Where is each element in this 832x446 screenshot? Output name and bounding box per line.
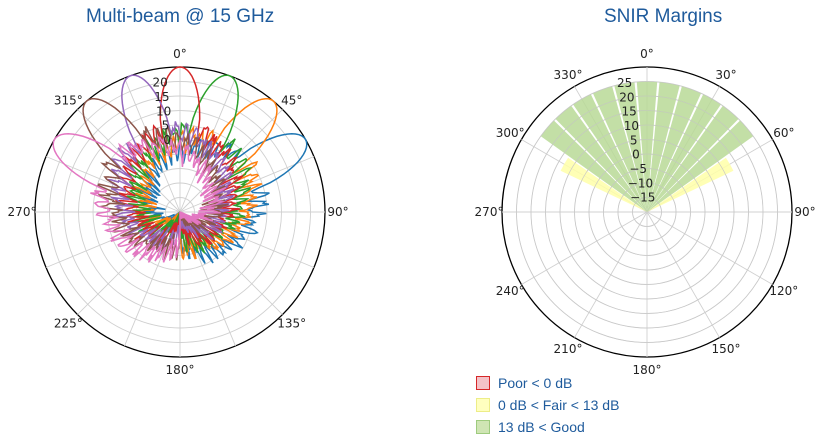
snir-overlay-ring xyxy=(617,182,677,242)
snir-band-5 xyxy=(647,82,680,212)
snir-angle-label: 180° xyxy=(633,363,662,377)
legend-swatch-good xyxy=(476,420,490,434)
multibeam-radial-label: 10 xyxy=(156,104,171,118)
snir-overlay-ring xyxy=(588,153,706,271)
snir-band-3 xyxy=(647,94,721,212)
snir-angle-label: 270° xyxy=(475,205,504,219)
multibeam-angle-label: 45° xyxy=(281,93,302,107)
snir-radial-label: −5 xyxy=(629,162,647,176)
beam-series-6 xyxy=(52,133,227,263)
snir-legend: Poor < 0 dB 0 dB < Fair < 13 dB 13 dB < … xyxy=(476,372,619,438)
snir-band-7 xyxy=(614,82,647,212)
snir-band-11 xyxy=(540,120,647,212)
snir-radial-label: 25 xyxy=(617,76,632,90)
snir-band-4 xyxy=(647,86,702,212)
snir-radial-label: 15 xyxy=(621,105,636,119)
snir-band-9 xyxy=(573,94,647,212)
multibeam-radial-label: 0 xyxy=(163,133,171,147)
snir-overlay-ring xyxy=(603,168,691,256)
snir-radial-label: 20 xyxy=(619,90,634,104)
legend-label-fair: 0 dB < Fair < 13 dB xyxy=(498,397,620,413)
snir-radial-label: −15 xyxy=(630,191,655,205)
snir-radial-label: 0 xyxy=(632,148,640,162)
snir-angle-label: 330° xyxy=(554,68,583,82)
snir-overlay-ring xyxy=(559,124,735,300)
snir-angle-label: 210° xyxy=(554,342,583,356)
snir-angle-label: 0° xyxy=(640,47,654,61)
chart-title-snir: SNIR Margins xyxy=(604,6,723,27)
snir-band-1 xyxy=(647,120,754,212)
snir-band-2 xyxy=(647,105,739,212)
snir-angle-label: 90° xyxy=(794,205,815,219)
multibeam-angle-label: 135° xyxy=(277,317,306,331)
legend-label-poor: Poor < 0 dB xyxy=(498,375,573,391)
snir-band-8 xyxy=(592,86,647,212)
multibeam-angle-label: 90° xyxy=(327,205,348,219)
legend-label-good: 13 dB < Good xyxy=(498,419,585,435)
chart-title-multibeam: Multi-beam @ 15 GHz xyxy=(86,6,275,27)
legend-item-poor: Poor < 0 dB xyxy=(476,372,619,394)
legend-item-good: 13 dB < Good xyxy=(476,416,619,438)
multibeam-angle-label: 315° xyxy=(54,93,83,107)
snir-angle-label: 300° xyxy=(496,126,525,140)
multibeam-radial-label: 20 xyxy=(152,75,167,89)
legend-swatch-fair xyxy=(476,398,490,412)
snir-overlay-ring xyxy=(632,197,662,227)
legend-swatch-poor xyxy=(476,376,490,390)
snir-angle-label: 30° xyxy=(715,68,736,82)
snir-overlay-ring xyxy=(516,81,778,343)
snir-radial-label: 10 xyxy=(624,119,639,133)
snir-overlay-ring xyxy=(530,95,764,329)
snir-overlay-ring xyxy=(545,110,749,314)
multibeam-radial-label: 5 xyxy=(162,119,170,133)
snir-band-6 xyxy=(636,81,658,212)
snir-angle-label: 60° xyxy=(773,126,794,140)
snir-radial-label: −10 xyxy=(628,176,653,190)
multibeam-angle-label: 270° xyxy=(8,205,37,219)
polar-grid-spoke xyxy=(179,77,236,213)
multibeam-radial-label: 15 xyxy=(154,90,169,104)
snir-band-10 xyxy=(555,105,647,212)
snir-angle-label: 120° xyxy=(769,284,798,298)
snir-angle-label: 150° xyxy=(712,342,741,356)
legend-item-fair: 0 dB < Fair < 13 dB xyxy=(476,394,619,416)
snir-angle-label: 240° xyxy=(496,284,525,298)
snir-radial-label: 5 xyxy=(630,133,638,147)
multibeam-angle-label: 225° xyxy=(54,317,83,331)
snir-band-0 xyxy=(647,157,734,212)
snir-band-12 xyxy=(560,157,647,212)
snir-polar-plot: 0° 330° 300° 270° 240° 210° 180° 150° 120° 90° 60°… xyxy=(475,47,816,377)
beam-series-3 xyxy=(114,66,244,248)
multibeam-angle-label: 0° xyxy=(173,47,187,61)
multibeam-angle-label: 180° xyxy=(166,363,195,377)
snir-overlay-ring xyxy=(574,139,720,285)
